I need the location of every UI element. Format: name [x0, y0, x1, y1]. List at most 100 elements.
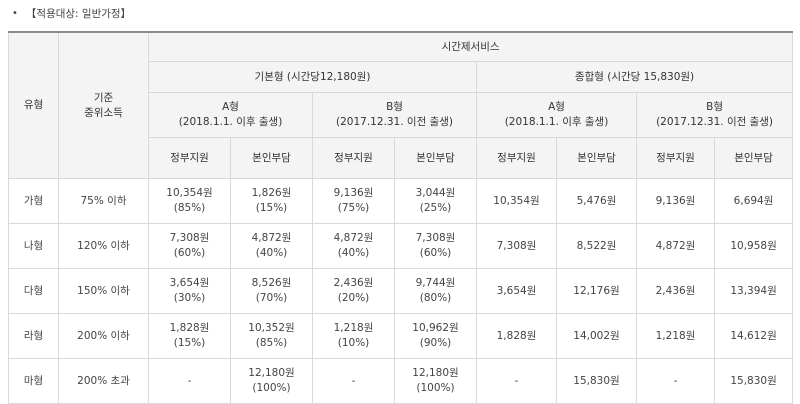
amount: 12,180원: [248, 367, 295, 379]
amount: 1,828원: [169, 322, 210, 334]
amount: 10,962원: [412, 322, 459, 334]
type-cell: 나형: [8, 223, 59, 269]
comb-a-gov-cell: -: [476, 358, 557, 404]
comb-b-self-cell: 10,958원: [713, 223, 794, 269]
comb-a-self-cell: 14,002원: [556, 313, 637, 359]
comb-b-gov-cell: 2,436원: [636, 268, 715, 314]
type-cell: 마형: [8, 358, 59, 404]
header-a-sub: (2018.1.1. 이후 출생): [178, 116, 283, 128]
header-self: 본인부담: [394, 137, 477, 179]
amount: 12,180원: [412, 367, 459, 379]
header-b-type: B형: [706, 101, 723, 113]
percent: (90%): [419, 337, 452, 349]
amount: 7,308원: [169, 232, 210, 244]
amount: -: [351, 374, 356, 387]
type-cell: 가형: [8, 178, 59, 224]
percent: (60%): [173, 247, 206, 259]
basic-a-gov-cell: 3,654원 (30%): [148, 268, 231, 314]
header-combined: 종합형 (시간당 15,830원): [475, 61, 794, 93]
header-basic-a: A형 (2018.1.1. 이후 출생): [148, 92, 313, 138]
amount: 3,044원: [415, 187, 456, 199]
percent: (40%): [255, 247, 288, 259]
header-a-sub: (2018.1.1. 이후 출생): [504, 116, 609, 128]
basic-b-gov-cell: 9,136원 (75%): [312, 178, 395, 224]
basic-b-gov-cell: 4,872원 (40%): [312, 223, 395, 269]
income-cell: 120% 이하: [58, 223, 149, 269]
type-cell: 라형: [8, 313, 59, 359]
basic-a-gov-cell: 7,308원 (60%): [148, 223, 231, 269]
amount: 10,354원: [166, 187, 213, 199]
amount: 4,872원: [333, 232, 374, 244]
amount: 9,136원: [333, 187, 374, 199]
header-service: 시간제서비스: [147, 31, 794, 62]
amount: 1,826원: [251, 187, 292, 199]
table-row: 다형 150% 이하 3,654원 (30%) 8,526원 (70%) 2,436…: [8, 268, 794, 314]
basic-b-self-cell: 3,044원 (25%): [394, 178, 477, 224]
header-b-sub: (2017.12.31. 이전 출생): [656, 116, 774, 128]
comb-b-self-cell: 15,830원: [713, 358, 794, 404]
percent: (30%): [173, 292, 206, 304]
amount: 1,218원: [333, 322, 374, 334]
comb-a-gov-cell: 10,354원: [476, 178, 557, 224]
comb-a-self-cell: 5,476원: [556, 178, 637, 224]
table-row: 가형 75% 이하 10,354원 (85%) 1,826원 (15%) 9,136…: [8, 178, 794, 224]
comb-b-self-cell: 13,394원: [713, 268, 794, 314]
header-basic: 기본형 (시간당12,180원): [148, 61, 477, 93]
fee-table: 유형 기준 중위소득 시간제서비스 기본형 (시간당12,180원) 종합형 (…: [8, 31, 794, 404]
comb-a-self-cell: 12,176원: [556, 268, 637, 314]
basic-a-gov-cell: -: [148, 358, 231, 404]
basic-a-self-cell: 1,826원 (15%): [230, 178, 313, 224]
comb-b-gov-cell: 9,136원: [636, 178, 715, 224]
income-cell: 75% 이하: [58, 178, 149, 224]
comb-b-gov-cell: 4,872원: [636, 223, 715, 269]
bullet: •: [12, 8, 18, 19]
percent: (60%): [419, 247, 452, 259]
income-cell: 150% 이하: [58, 268, 149, 314]
basic-b-self-cell: 10,962원 (90%): [394, 313, 477, 359]
header-gov: 정부지원: [476, 137, 557, 179]
income-cell: 200% 초과: [58, 358, 149, 404]
basic-b-self-cell: 9,744원 (80%): [394, 268, 477, 314]
header-combined-a: A형 (2018.1.1. 이후 출생): [476, 92, 637, 138]
basic-a-gov-cell: 10,354원 (85%): [148, 178, 231, 224]
basic-a-self-cell: 8,526원 (70%): [230, 268, 313, 314]
header-type: 유형: [8, 31, 59, 179]
percent: (75%): [337, 202, 370, 214]
header-gov: 정부지원: [148, 137, 231, 179]
header-a-type: A형: [548, 101, 565, 113]
comb-a-self-cell: 15,830원: [556, 358, 637, 404]
amount: 8,526원: [251, 277, 292, 289]
comb-b-self-cell: 6,694원: [713, 178, 794, 224]
percent: (80%): [419, 292, 452, 304]
header-income: 기준 중위소득: [58, 31, 149, 179]
amount: 3,654원: [169, 277, 210, 289]
table-row: 나형 120% 이하 7,308원 (60%) 4,872원 (40%) 4,872…: [8, 223, 794, 269]
percent: (85%): [173, 202, 206, 214]
header-combined-b: B형 (2017.12.31. 이전 출생): [635, 92, 794, 138]
comb-a-gov-cell: 7,308원: [476, 223, 557, 269]
target-note-text: 【적용대상: 일반가정】: [25, 8, 132, 20]
basic-b-gov-cell: 2,436원 (20%): [312, 268, 395, 314]
basic-a-self-cell: 4,872원 (40%): [230, 223, 313, 269]
comb-b-gov-cell: -: [636, 358, 715, 404]
amount: 10,352원: [248, 322, 295, 334]
percent: (40%): [337, 247, 370, 259]
percent: (15%): [173, 337, 206, 349]
comb-b-gov-cell: 1,218원: [636, 313, 715, 359]
basic-b-gov-cell: 1,218원 (10%): [312, 313, 395, 359]
basic-b-gov-cell: -: [312, 358, 395, 404]
income-cell: 200% 이하: [58, 313, 149, 359]
percent: (100%): [416, 382, 455, 394]
basic-a-gov-cell: 1,828원 (15%): [148, 313, 231, 359]
amount: -: [187, 374, 192, 387]
comb-a-gov-cell: 1,828원: [476, 313, 557, 359]
type-cell: 다형: [8, 268, 59, 314]
percent: (10%): [337, 337, 370, 349]
comb-b-self-cell: 14,612원: [713, 313, 794, 359]
header-self: 본인부담: [230, 137, 313, 179]
percent: (20%): [337, 292, 370, 304]
target-note: • 【적용대상: 일반가정】: [12, 6, 131, 21]
amount: 4,872원: [251, 232, 292, 244]
comb-a-gov-cell: 3,654원: [476, 268, 557, 314]
header-b-type: B형: [386, 101, 403, 113]
